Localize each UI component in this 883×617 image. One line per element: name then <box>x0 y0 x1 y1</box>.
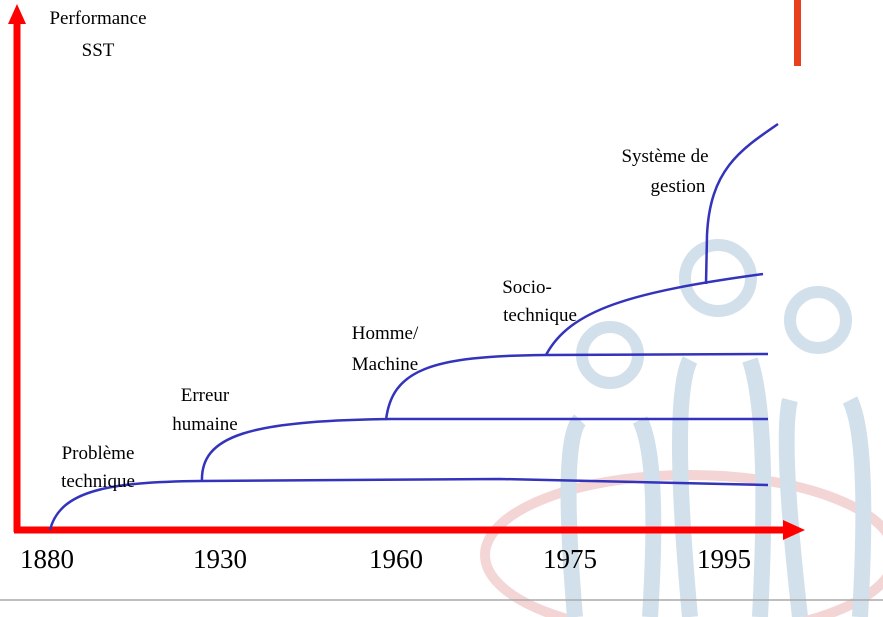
stage-label: Socio- <box>502 277 552 298</box>
stage-label: Système de <box>621 146 708 167</box>
stage-label: Erreur <box>181 385 230 406</box>
stage-label: Machine <box>352 354 418 375</box>
page: Performance SST Problème technique Erreu… <box>0 0 883 617</box>
y-axis-arrow <box>8 4 26 24</box>
stage-label: humaine <box>172 414 237 435</box>
stage-label: gestion <box>651 176 706 197</box>
year-label: 1880 <box>20 544 74 574</box>
stage-label: technique <box>503 305 577 326</box>
stage-curve <box>386 354 768 420</box>
accent-bar <box>794 0 801 66</box>
y-axis-label: Performance <box>49 8 146 29</box>
y-axis-label: SST <box>82 40 115 61</box>
stage-label: Homme/ <box>352 323 419 344</box>
diagram: Performance SST Problème technique Erreu… <box>0 0 883 617</box>
stage-label: Problème <box>62 443 135 464</box>
year-label: 1995 <box>697 544 751 574</box>
body <box>680 360 763 617</box>
year-label: 1975 <box>543 544 597 574</box>
year-label: 1960 <box>369 544 423 574</box>
head <box>790 292 846 348</box>
year-label: 1930 <box>193 544 247 574</box>
stage-label: technique <box>61 471 135 492</box>
body <box>569 420 654 617</box>
